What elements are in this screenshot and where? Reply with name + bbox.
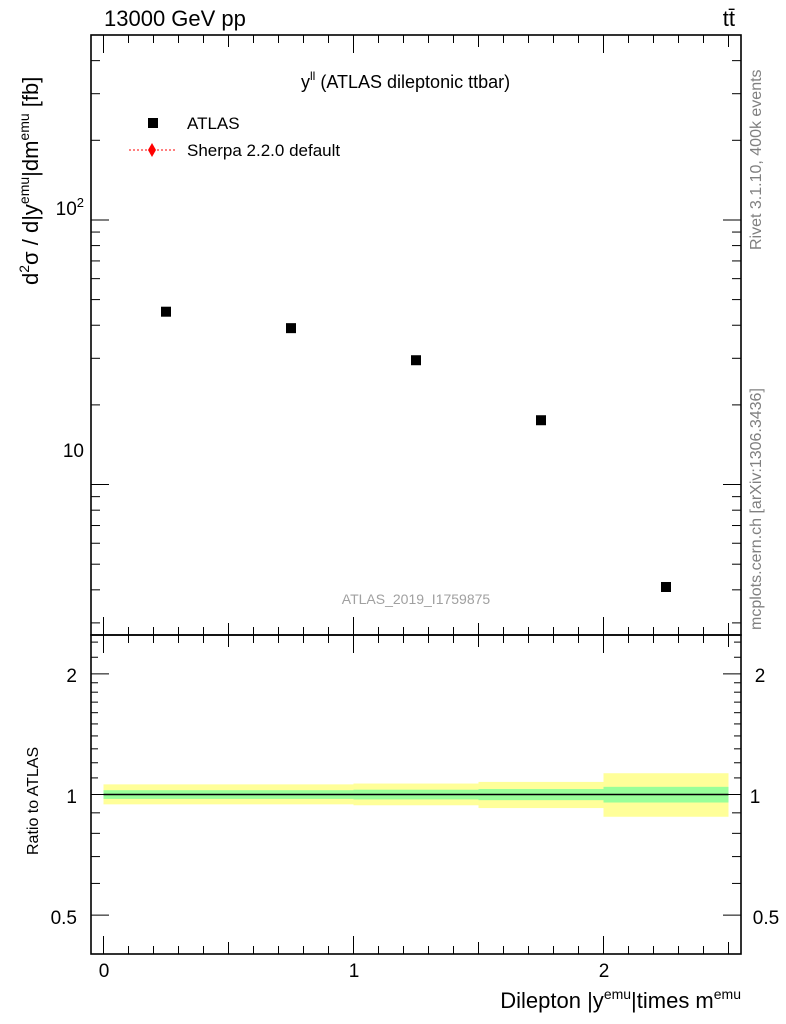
x-tick-label-0: 0 [99,961,110,982]
main-y-axis-label: d2σ / d|yemu|dmemu [fb] [16,77,43,285]
x-tick-label-2: 2 [599,961,610,982]
ratio-y-tick-label-05-right: 0.5 [753,908,779,929]
ratio-y-tick-label-2-left: 2 [66,666,77,687]
process-label: tt̄ [723,6,735,31]
energy-label: 13000 GeV pp [104,6,246,31]
x-tick-label-1: 1 [349,961,360,982]
legend-marker-sherpa [148,143,156,157]
ratio-y-tick-label-1-right: 1 [750,787,761,808]
rivet-label: Rivet 3.1.10, 400k events [748,69,765,250]
plot-title: yll (ATLAS dileptonic ttbar) [301,69,510,92]
legend-label-atlas: ATLAS [187,114,240,133]
ratio-y-axis-label: Ratio to ATLAS [25,747,42,855]
analysis-watermark: ATLAS_2019_I1759875 [342,591,491,607]
data-point-atlas [161,306,171,317]
ratio-y-tick-label-1-left: 1 [66,787,77,808]
legend: ATLAS Sherpa 2.2.0 default [129,114,340,160]
data-point-atlas [411,355,421,366]
x-axis-label: Dilepton |yemu|times memu [500,986,741,1013]
main-y-tick-label-10: 10 [63,441,84,462]
data-point-atlas [661,581,671,592]
ratio-y-tick-label-2-right: 2 [755,666,766,687]
ratio-plot-frame [90,634,742,955]
data-point-atlas [536,415,546,426]
ratio-plot-panel [91,635,741,955]
legend-label-sherpa: Sherpa 2.2.0 default [187,141,340,160]
data-point-atlas [286,323,296,334]
ratio-y-tick-label-05-left: 0.5 [51,908,77,929]
main-y-tick-label-100: 102 [56,195,84,220]
source-label: mcplots.cern.ch [arXiv:1306.3436] [748,388,765,630]
main-plot-panel [91,34,741,635]
legend-marker-atlas [148,118,158,128]
